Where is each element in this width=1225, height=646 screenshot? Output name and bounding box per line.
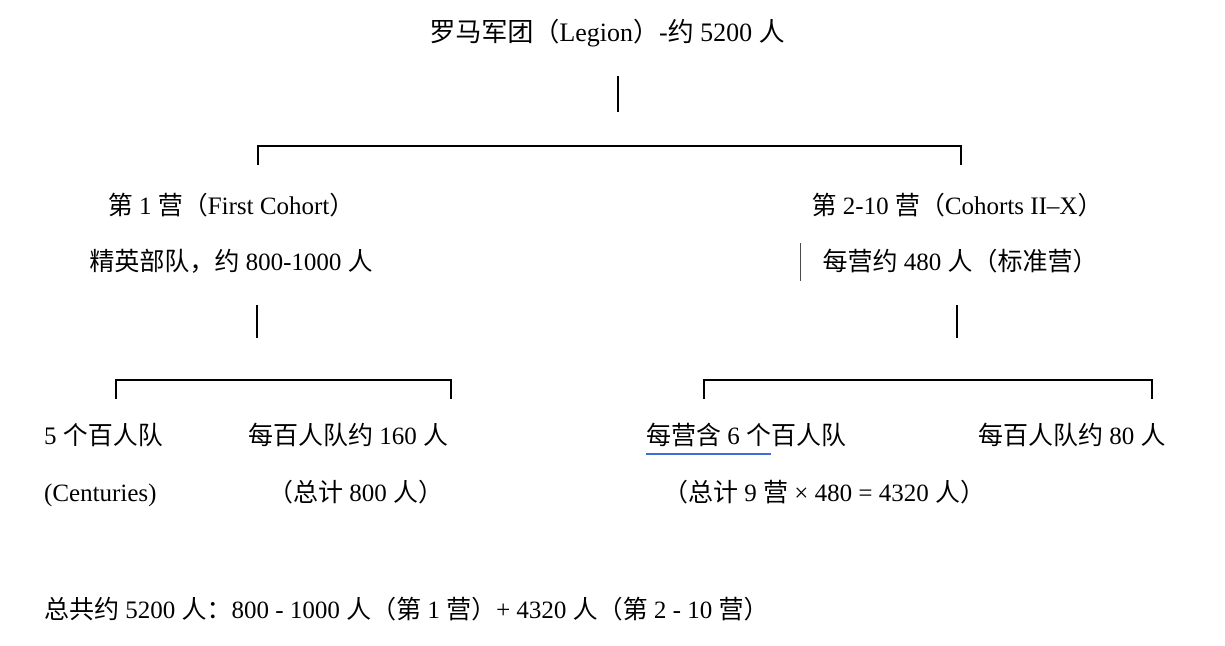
node-first-cohort-detail: 精英部队，约 800-1000 人	[89, 249, 373, 276]
node-first-cohort-title: 第 1 营（First Cohort）	[107, 193, 355, 220]
connector-right-bracket	[703, 379, 1153, 399]
node-centuries-per-cohort: 每营含 6 个百人队	[646, 423, 847, 455]
text-caret	[800, 243, 801, 281]
root-node-legion: 罗马军团（Legion）-约 5200 人	[429, 18, 785, 47]
node-centuries-count: 5 个百人队	[44, 423, 163, 450]
connector-left-stem	[256, 305, 258, 338]
node-cohort-total-right: （总计 9 营 × 480 = 4320 人）	[663, 480, 985, 507]
node-cohorts-2-10-detail: 每营约 480 人（标准营）	[822, 249, 1098, 276]
node-century-total-left: （总计 800 人）	[268, 480, 444, 507]
node-century-size-right: 每百人队约 80 人	[978, 423, 1166, 450]
connector-right-stem	[956, 305, 958, 338]
node-centuries-label: (Centuries)	[44, 480, 157, 507]
connector-level1-bracket	[257, 145, 962, 165]
summary-total-strength: 总共约 5200 人：800 - 1000 人（第 1 营）+ 4320 人（第…	[44, 597, 769, 624]
node-century-size-left: 每百人队约 160 人	[248, 423, 449, 450]
connector-left-bracket	[115, 379, 452, 399]
node-cohorts-2-10-title: 第 2-10 营（Cohorts II–X）	[811, 193, 1103, 220]
connector-root-stem	[617, 76, 619, 112]
node-centuries-per-cohort-underlined: 每营含 6 个	[646, 423, 772, 455]
node-centuries-per-cohort-rest: 百人队	[771, 423, 847, 450]
